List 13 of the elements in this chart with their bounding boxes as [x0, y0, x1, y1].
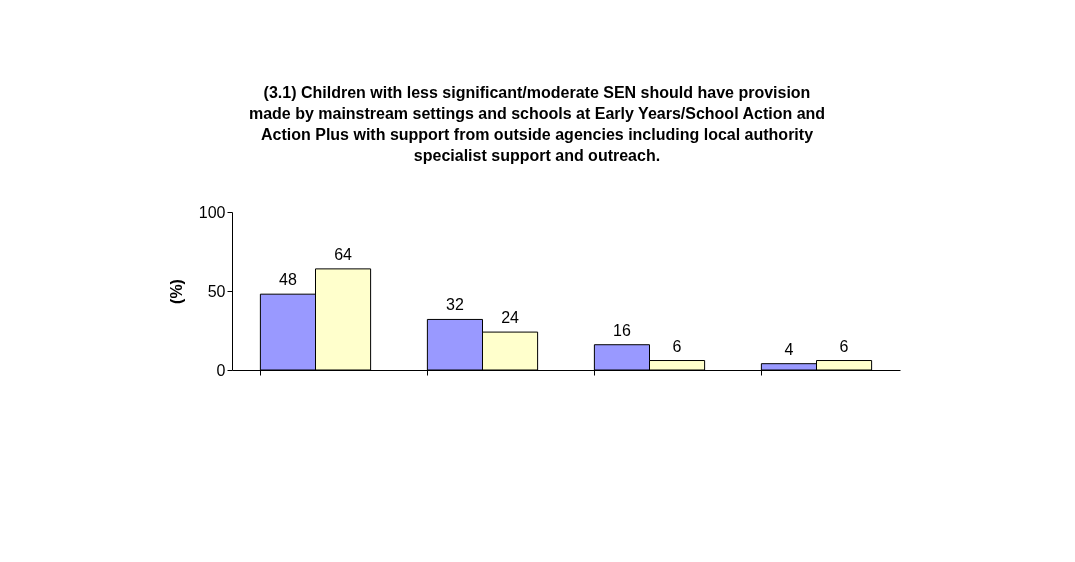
data-label: 16 [613, 321, 631, 339]
data-label: 48 [279, 271, 297, 289]
y-tick-label: 50 [207, 282, 226, 300]
data-label: 24 [501, 309, 520, 327]
y-tick-label: 0 [216, 361, 226, 379]
y-axis-title: (%) [167, 279, 185, 304]
data-label: 4 [784, 340, 794, 358]
data-label: 6 [839, 337, 849, 355]
data-label: 64 [334, 245, 353, 263]
data-label: 6 [672, 337, 682, 355]
chart-title: (3.1) Children with less significant/moderate SEN should have provision made by mainstream settings and schools at Early Years/School Action and Action Plus with support from outside agencies including local authority specialist support and outreach. [248, 84, 826, 164]
y-tick-label: 100 [198, 203, 226, 221]
data-label: 32 [446, 296, 464, 314]
